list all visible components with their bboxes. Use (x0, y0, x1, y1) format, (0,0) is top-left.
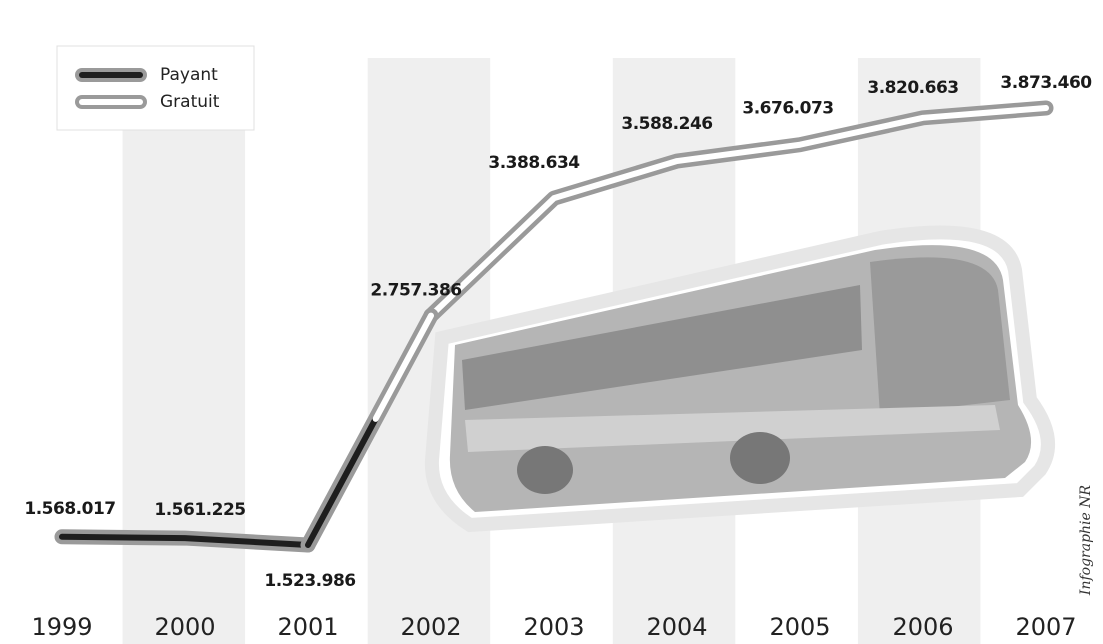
legend-label: Payant (160, 65, 218, 85)
band (245, 58, 369, 644)
value-label: 3.873.460 (1000, 73, 1092, 93)
x-tick-label: 2001 (277, 613, 338, 641)
value-labels: 1999 2000 2001 2002 2003 2004 2005 2006 2007 1.56… (24, 73, 1092, 641)
line (59, 533, 311, 548)
legend-items: Payant Gratuit (75, 65, 220, 112)
credit: Infographie NR (1078, 484, 1094, 596)
value-label: 1.523.986 (264, 571, 355, 591)
x-tick-label: 2000 (154, 613, 215, 641)
x-tick-label: 2006 (892, 613, 953, 641)
value-label: 1.568.017 (24, 499, 115, 519)
value-label: 3.588.246 (621, 114, 712, 134)
lines (54, 100, 1054, 553)
value-label: 2.757.386 (370, 281, 461, 301)
band (0, 58, 124, 644)
bus-illustration (424, 225, 1055, 533)
x-tick-label: 2004 (646, 613, 707, 641)
band (122, 58, 246, 644)
x-tick-label: 2007 (1015, 613, 1076, 641)
value-label: 3.676.073 (742, 99, 833, 119)
legend-label: Gratuit (160, 92, 220, 112)
connector (305, 415, 379, 548)
x-tick-label: 2003 (523, 613, 584, 641)
x-tick-label: 2005 (769, 613, 830, 641)
line (428, 105, 1049, 319)
legend-box (56, 45, 255, 131)
legend: Payant Gratuit (56, 45, 255, 131)
value-label: 3.820.663 (867, 78, 958, 98)
x-tick-label: 1999 (31, 613, 92, 641)
connector (372, 312, 434, 422)
x-tick-label: 2002 (400, 613, 461, 641)
value-label: 3.388.634 (488, 153, 580, 173)
value-label: 1.561.225 (154, 500, 245, 520)
